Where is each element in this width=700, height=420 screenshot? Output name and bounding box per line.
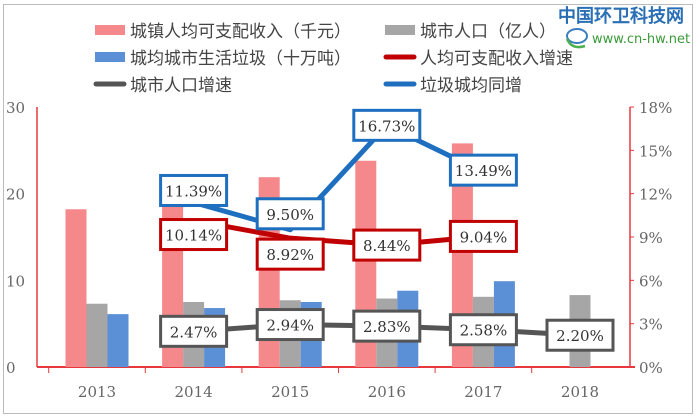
data-label-box — [255, 308, 325, 342]
right-tick-label: 6% — [639, 272, 663, 290]
data-label-box — [352, 228, 422, 262]
data-label-box — [255, 197, 325, 231]
bar-garbage — [107, 314, 129, 367]
left-tick-label: 20 — [6, 186, 25, 204]
legend-label: 城市人口增速 — [130, 76, 232, 96]
legend-label: 人均可支配收入增速 — [420, 49, 573, 69]
data-label-box — [352, 309, 422, 343]
data-label-box — [448, 313, 518, 347]
data-label-box — [448, 153, 518, 187]
data-label: 2.58% — [460, 322, 508, 340]
data-label-box — [159, 173, 229, 207]
line-series-0 — [193, 218, 484, 248]
bar-income — [451, 143, 473, 367]
data-label: 2.94% — [266, 317, 314, 335]
data-label: 2.83% — [363, 318, 411, 336]
data-label: 8.44% — [363, 237, 411, 255]
data-label: 10.14% — [165, 227, 222, 245]
bar-income — [65, 209, 87, 367]
legend-swatch — [95, 52, 125, 62]
x-tick-label: 2015 — [271, 383, 309, 401]
legend-swatch — [385, 25, 415, 35]
data-label: 2.20% — [556, 327, 604, 345]
bar-population — [86, 303, 108, 367]
data-label: 9.04% — [460, 228, 508, 246]
right-tick-label: 9% — [639, 229, 663, 247]
line-series-2 — [192, 122, 485, 233]
data-label: 11.39% — [165, 182, 222, 200]
x-tick-label: 2014 — [175, 383, 213, 401]
right-tick-label: 12% — [639, 186, 672, 204]
data-label-box — [545, 318, 615, 352]
data-label-box — [448, 219, 518, 253]
x-tick-label: 2016 — [368, 383, 406, 401]
x-tick-label: 2018 — [561, 383, 599, 401]
legend-label: 垃圾城均同增 — [420, 76, 522, 96]
data-label: 2.47% — [170, 323, 218, 341]
data-label: 8.92% — [266, 246, 314, 264]
chart-frame — [3, 4, 693, 414]
right-tick-label: 0% — [639, 359, 663, 377]
right-tick-label: 15% — [639, 142, 672, 160]
left-tick-label: 0 — [6, 359, 16, 377]
data-label: 9.50% — [266, 206, 314, 224]
data-label-box — [352, 108, 422, 142]
data-label-box — [159, 218, 229, 252]
right-tick-label: 3% — [639, 316, 663, 334]
right-tick-label: 18% — [639, 99, 672, 117]
legend-label: 城镇人均可支配收入（千元） — [130, 22, 351, 42]
data-label: 13.49% — [455, 162, 512, 180]
data-label-box — [159, 314, 229, 348]
legend-label: 城均城市生活垃圾（十万吨） — [130, 49, 351, 69]
x-tick-label: 2013 — [78, 383, 116, 401]
data-label-box — [255, 237, 325, 271]
left-tick-label: 30 — [6, 99, 25, 117]
legend-label: 城市人口（亿人） — [420, 22, 556, 42]
data-label: 16.73% — [358, 117, 415, 135]
left-tick-label: 10 — [6, 272, 25, 290]
x-tick-label: 2017 — [464, 383, 502, 401]
legend-swatch — [95, 25, 125, 35]
